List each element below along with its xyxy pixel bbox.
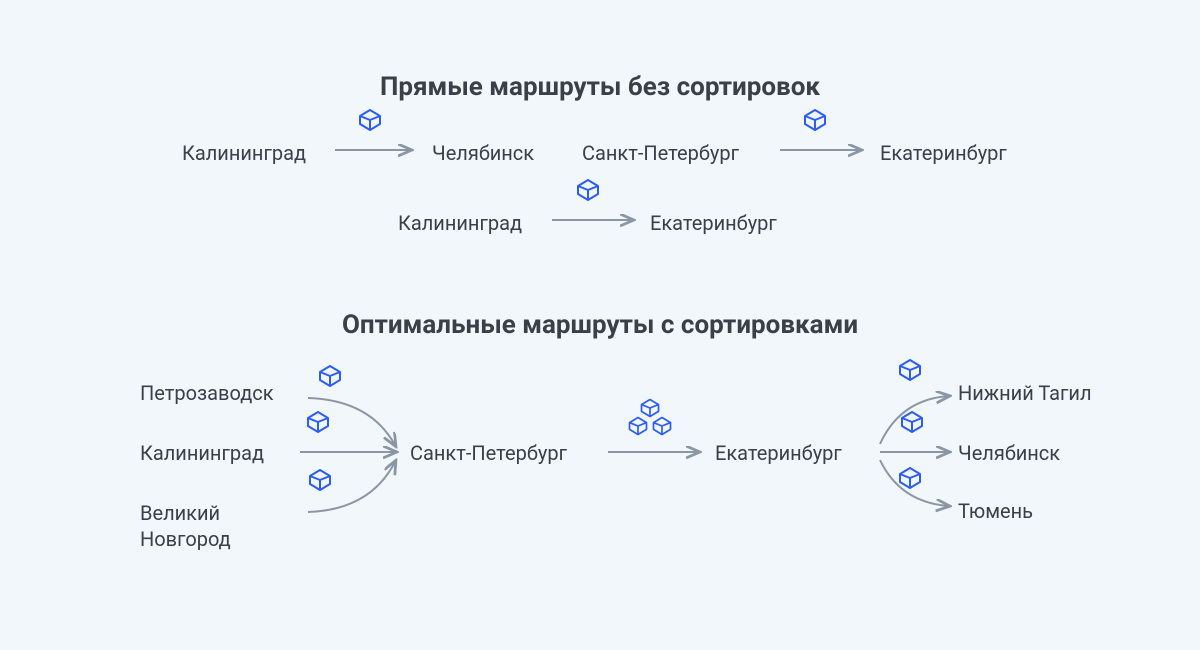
package-icon	[654, 418, 671, 435]
direct-route-to-0: Челябинск	[432, 140, 534, 166]
source-node-1: Калининград	[140, 440, 264, 466]
dest-node-0: Нижний Тагил	[958, 380, 1092, 406]
direct-route-to-2: Екатеринбург	[650, 210, 777, 236]
package-icon	[902, 412, 922, 432]
section1-title: Прямые маршруты без сортировок	[0, 72, 1200, 102]
package-icon	[900, 468, 920, 488]
package-icon	[578, 180, 598, 200]
package-icon	[308, 412, 328, 432]
hub-node-ekb: Екатеринбург	[715, 440, 842, 466]
direct-route-from-1: Санкт-Петербург	[582, 140, 739, 166]
source-node-0: Петрозаводск	[140, 380, 274, 406]
package-icon	[900, 360, 920, 380]
direct-route-to-1: Екатеринбург	[880, 140, 1007, 166]
source-node-2: ВеликийНовгород	[140, 500, 280, 552]
package-icon	[630, 418, 647, 435]
dest-node-1: Челябинск	[958, 440, 1060, 466]
direct-route-from-2: Калининград	[398, 210, 522, 236]
direct-route-from-0: Калининград	[182, 140, 306, 166]
package-icon	[360, 110, 380, 130]
hub-node-spb: Санкт-Петербург	[410, 440, 567, 466]
dest-node-2: Тюмень	[958, 498, 1033, 524]
package-icon	[642, 400, 659, 417]
package-icon	[310, 470, 330, 490]
diagram-stage: Прямые маршруты без сортировок Оптимальн…	[0, 0, 1200, 650]
package-icon	[805, 110, 825, 130]
section2-title: Оптимальные маршруты с сортировками	[0, 310, 1200, 340]
package-icon	[320, 366, 340, 386]
